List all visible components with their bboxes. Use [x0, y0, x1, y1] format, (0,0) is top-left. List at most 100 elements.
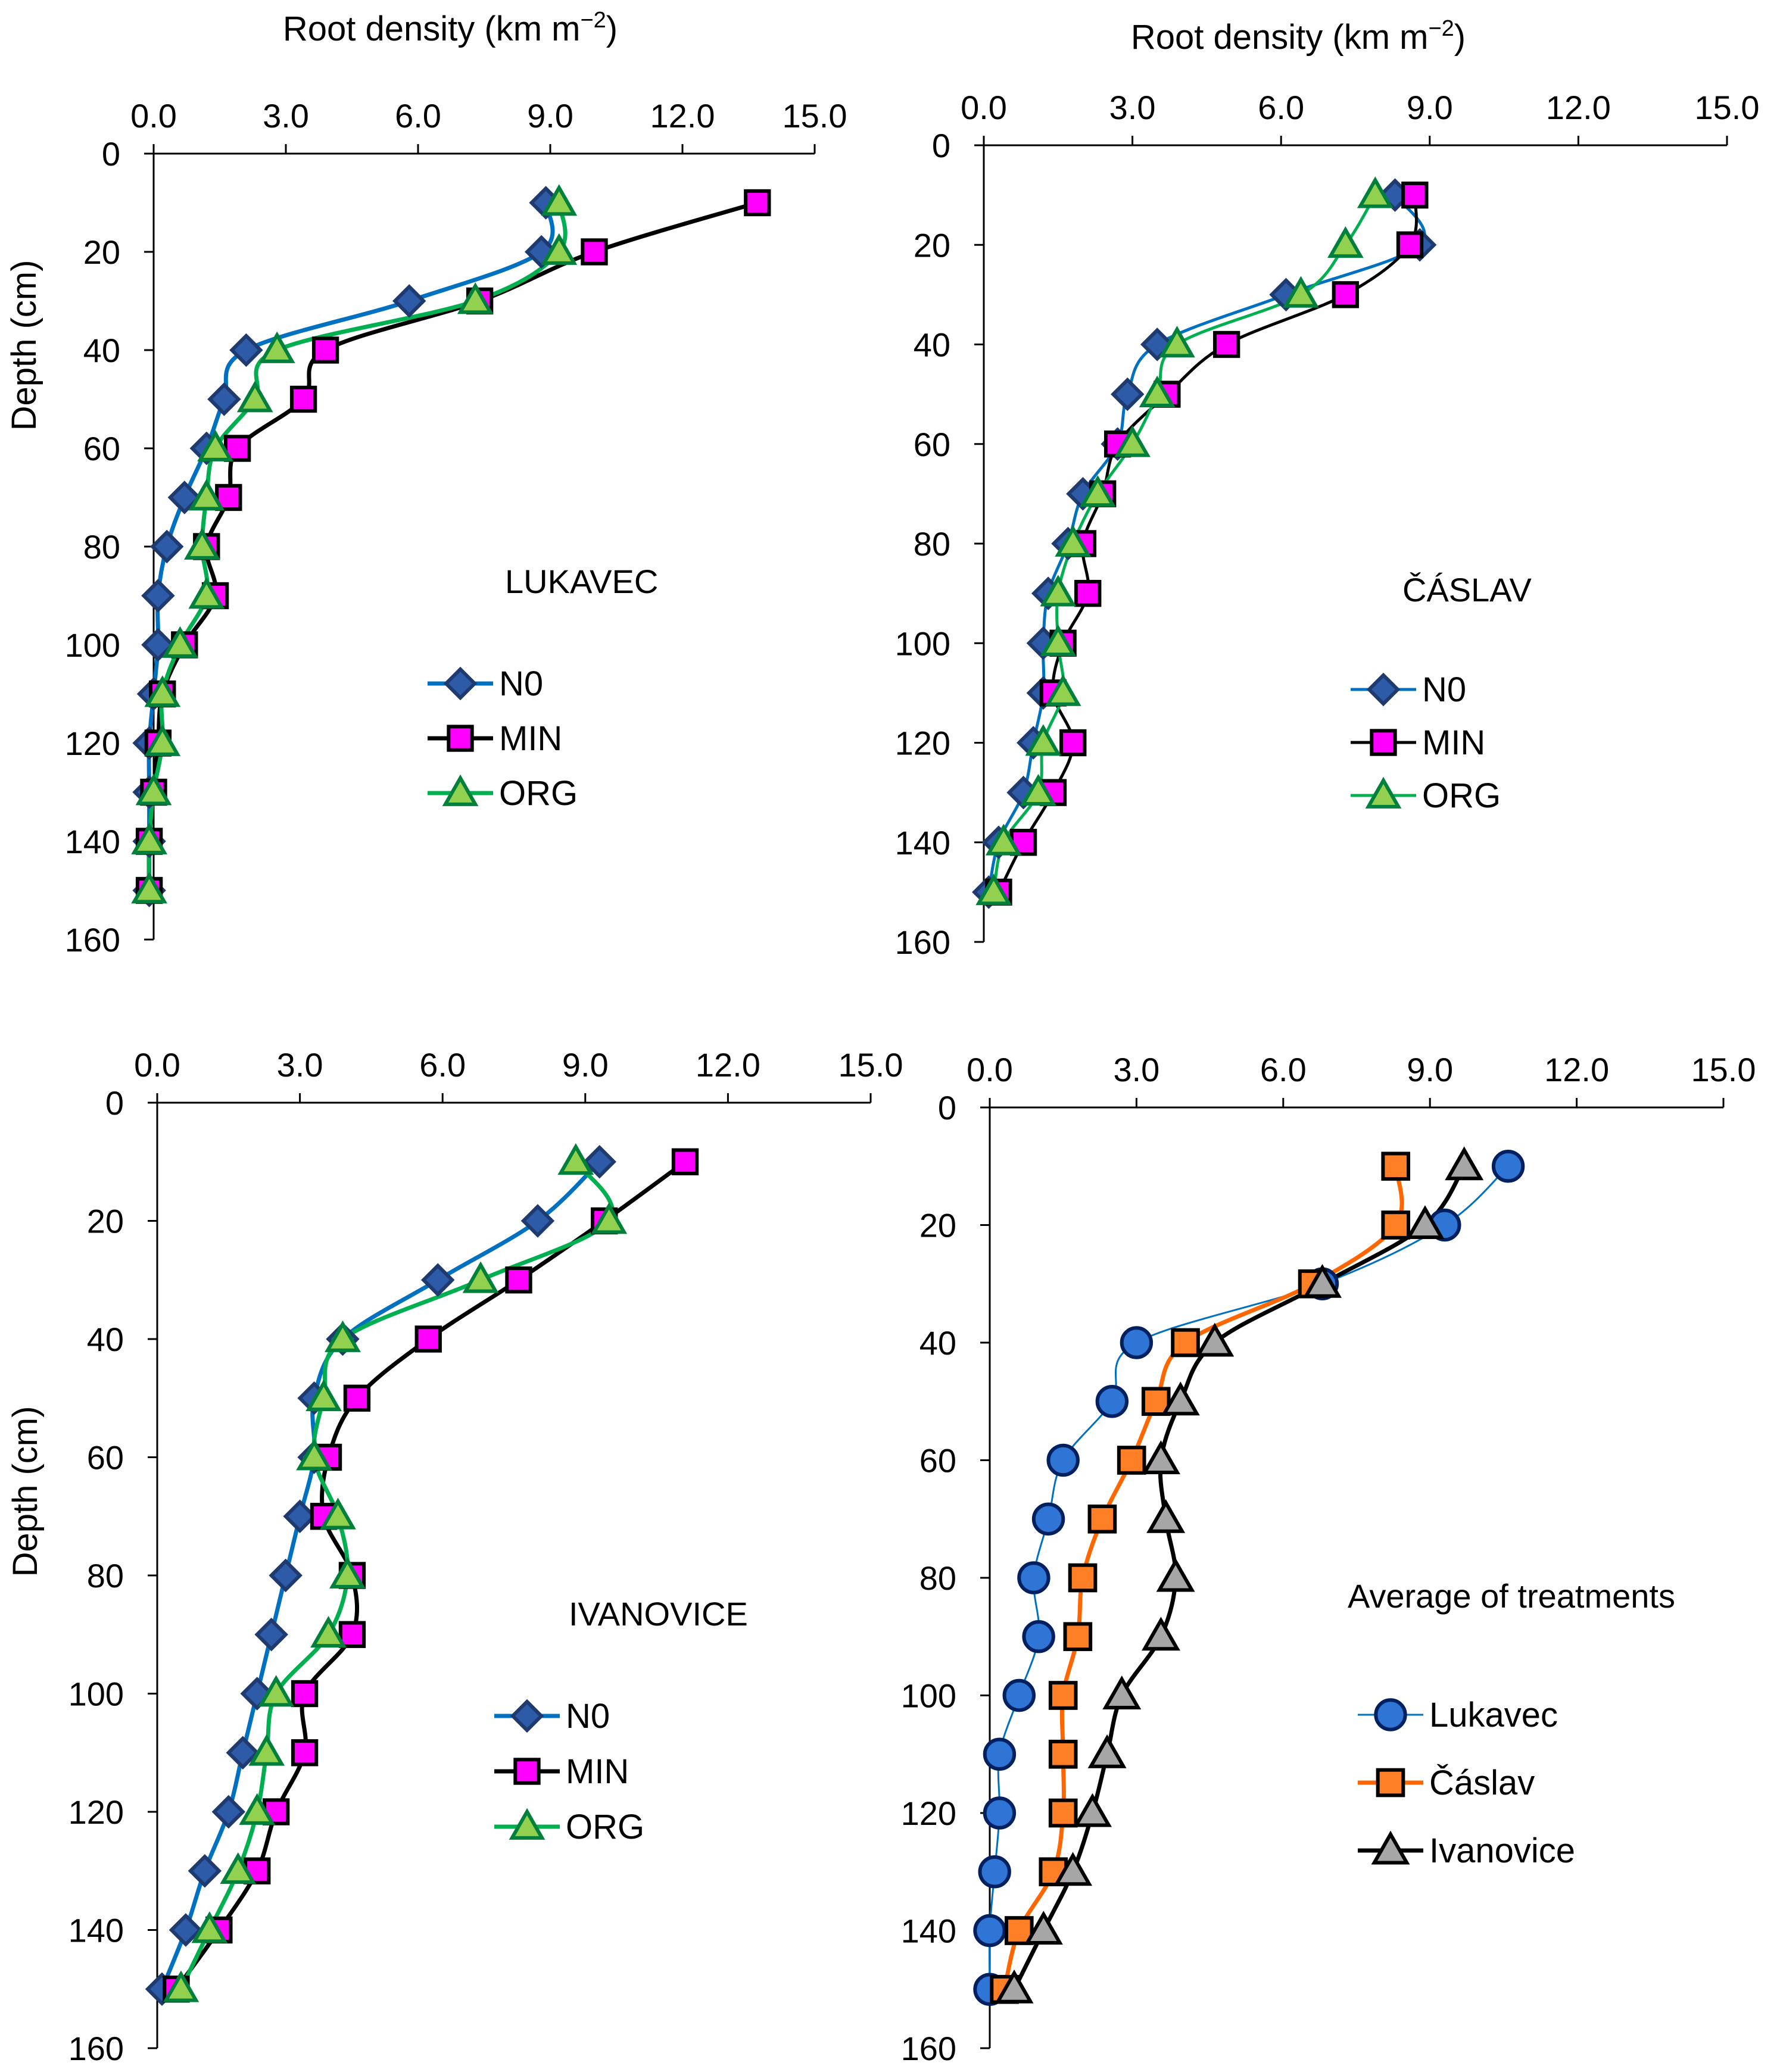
data-point: [211, 1795, 246, 1829]
x-tick-label: 15.0: [838, 1046, 903, 1084]
legend-label: N0: [499, 664, 543, 703]
x-tick-label: 15.0: [1695, 89, 1760, 126]
data-point: [197, 429, 233, 461]
x-axis-title-close: ): [1454, 18, 1466, 57]
panel-label-lukavec: LUKAVEC: [505, 563, 658, 600]
y-tick-label: 60: [919, 1442, 956, 1480]
y-tick-label: 0: [938, 1089, 956, 1127]
y-tick-label: 100: [65, 626, 120, 664]
data-point: [1063, 1622, 1093, 1652]
x-axis-title-exponent: −2: [580, 8, 606, 33]
x-tick-label: 9.0: [1407, 89, 1453, 126]
data-point: [1117, 1446, 1146, 1475]
data-point: [1048, 1739, 1078, 1769]
data-point: [1120, 1326, 1154, 1359]
data-point: [557, 1143, 594, 1175]
data-point: [258, 331, 295, 363]
legend: Lukavec Čáslav Ivanovice: [1358, 1696, 1575, 1870]
panel-label-caslav: ČÁSLAV: [1402, 571, 1532, 609]
data-point: [1031, 1502, 1065, 1536]
data-point: [1045, 674, 1081, 706]
legend-label: Čáslav: [1429, 1764, 1535, 1802]
series-line-org: [146, 202, 568, 891]
data-point: [144, 675, 181, 707]
data-point: [1283, 276, 1319, 308]
data-point: [414, 1325, 442, 1353]
y-tick-label: 140: [895, 824, 950, 862]
data-point: [296, 1438, 332, 1471]
data-point: [1068, 1563, 1098, 1593]
data-point: [1213, 330, 1240, 358]
data-point: [1491, 1150, 1525, 1183]
x-tick-label: 6.0: [395, 97, 441, 135]
data-point: [541, 233, 578, 265]
data-point: [320, 1497, 356, 1530]
data-point: [188, 479, 225, 511]
data-point: [1327, 226, 1364, 258]
data-point: [1357, 176, 1394, 208]
data-point: [520, 1204, 555, 1238]
data-point: [1073, 1793, 1112, 1827]
data-point: [1381, 1152, 1411, 1181]
data-point: [254, 1618, 288, 1652]
legend-label: N0: [566, 1697, 610, 1736]
x-tick-label: 3.0: [277, 1046, 323, 1084]
y-tick-label: 60: [83, 430, 120, 467]
x-tick-label: 12.0: [1544, 1051, 1609, 1088]
data-point: [1048, 1681, 1078, 1710]
y-tick-label: 120: [895, 725, 950, 762]
legend-marker-triangle: [442, 774, 479, 806]
legend-marker-square: [513, 1758, 541, 1785]
data-point: [1079, 475, 1116, 507]
data-point: [163, 1970, 199, 2002]
legend-marker-square: [1376, 1768, 1405, 1798]
panel-label-ivanovice: IVANOVICE: [569, 1595, 748, 1633]
data-point: [1020, 773, 1056, 806]
data-point: [220, 1852, 257, 1884]
legend-label: MIN: [1422, 723, 1485, 762]
y-tick-label: 80: [83, 528, 120, 566]
data-point: [343, 1384, 371, 1412]
data-point: [1396, 231, 1424, 258]
data-point: [283, 1499, 317, 1533]
data-point: [1161, 1381, 1200, 1416]
data-point: [1074, 579, 1102, 607]
y-tick-label: 20: [919, 1207, 956, 1244]
y-tick-label: 80: [87, 1557, 124, 1594]
data-point: [1332, 281, 1360, 308]
data-point: [1017, 1561, 1050, 1594]
y-axis-title-lukavec: Depth (cm): [5, 260, 43, 431]
data-point: [329, 1556, 366, 1589]
y-tick-label: 20: [914, 226, 950, 264]
data-point: [985, 823, 1022, 856]
data-point: [591, 1202, 628, 1234]
legend-marker-circle: [1374, 1698, 1407, 1731]
data-point: [226, 1736, 260, 1770]
y-tick-label: 60: [87, 1439, 124, 1477]
data-point: [1055, 525, 1092, 557]
data-point: [1040, 625, 1077, 657]
series-line-org: [992, 194, 1377, 893]
data-point: [1171, 1328, 1200, 1358]
y-tick-label: 100: [895, 625, 950, 662]
y-tick-label: 40: [919, 1324, 956, 1362]
data-point: [135, 773, 172, 806]
data-point: [1059, 729, 1087, 757]
legend-marker-triangle: [1365, 776, 1402, 809]
y-tick-label: 120: [68, 1793, 124, 1831]
data-point: [1146, 1499, 1186, 1533]
data-point: [188, 1854, 222, 1888]
series-line-min: [997, 195, 1418, 893]
legend-label: Lukavec: [1429, 1696, 1558, 1734]
legend-marker-square: [447, 725, 474, 752]
y-tick-label: 160: [895, 923, 950, 961]
x-tick-label: 6.0: [419, 1046, 466, 1084]
data-point: [325, 1320, 361, 1352]
x-tick-label: 0.0: [967, 1051, 1013, 1088]
y-axis-title-ivanovice: Depth (cm): [6, 1406, 45, 1577]
data-point: [1156, 1558, 1195, 1592]
x-tick-label: 12.0: [650, 97, 715, 135]
legend-marker-diamond: [443, 666, 478, 701]
x-axis-title-main: Root density (km m: [283, 10, 581, 48]
x-axis-title-close: ): [606, 10, 618, 48]
